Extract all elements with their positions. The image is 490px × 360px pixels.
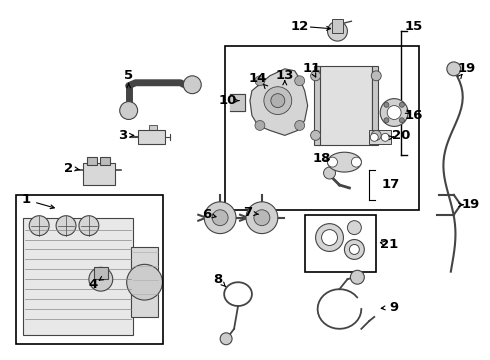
Text: 20: 20: [392, 129, 410, 142]
Text: 8: 8: [214, 273, 223, 286]
Circle shape: [255, 121, 265, 130]
Circle shape: [349, 244, 359, 255]
Circle shape: [371, 130, 381, 140]
Bar: [332, 19, 343, 33]
Circle shape: [347, 221, 361, 235]
Circle shape: [254, 210, 270, 226]
Text: 15: 15: [405, 20, 423, 33]
Text: 2: 2: [65, 162, 74, 175]
Text: 21: 21: [380, 238, 398, 251]
Circle shape: [370, 133, 378, 141]
Text: 7: 7: [244, 206, 252, 219]
Bar: [83, 163, 115, 185]
Circle shape: [79, 216, 99, 235]
Text: 14: 14: [249, 72, 267, 85]
Ellipse shape: [327, 152, 361, 172]
Bar: [94, 267, 108, 279]
Circle shape: [212, 210, 228, 226]
Text: 5: 5: [124, 69, 133, 82]
Bar: [318, 66, 372, 145]
Bar: [138, 130, 166, 144]
Bar: [369, 130, 391, 144]
Circle shape: [29, 216, 49, 235]
Text: 4: 4: [88, 278, 98, 291]
Circle shape: [321, 230, 338, 246]
Circle shape: [399, 102, 404, 107]
Text: 11: 11: [302, 62, 321, 75]
Circle shape: [271, 94, 285, 108]
Bar: [131, 247, 158, 317]
Text: 9: 9: [390, 301, 399, 314]
Circle shape: [350, 270, 365, 284]
Bar: [23, 218, 133, 335]
Circle shape: [327, 157, 338, 167]
Circle shape: [380, 99, 408, 126]
Text: 12: 12: [291, 20, 309, 33]
Text: 10: 10: [219, 94, 237, 107]
Circle shape: [294, 76, 305, 86]
Circle shape: [447, 62, 461, 76]
Circle shape: [351, 157, 361, 167]
Circle shape: [264, 87, 292, 114]
Circle shape: [311, 71, 320, 81]
Circle shape: [316, 224, 343, 251]
Circle shape: [220, 333, 232, 345]
Bar: [372, 66, 378, 145]
Polygon shape: [250, 69, 308, 135]
Circle shape: [384, 118, 389, 123]
Circle shape: [294, 121, 305, 130]
Circle shape: [381, 133, 389, 141]
Circle shape: [387, 105, 401, 120]
Circle shape: [120, 102, 138, 120]
Circle shape: [204, 202, 236, 234]
Text: 19: 19: [458, 62, 476, 75]
Bar: [100, 157, 110, 165]
Text: 13: 13: [275, 69, 294, 82]
Circle shape: [183, 76, 201, 94]
Circle shape: [327, 21, 347, 41]
Circle shape: [56, 216, 76, 235]
Circle shape: [344, 239, 365, 260]
Circle shape: [127, 264, 163, 300]
Text: 18: 18: [313, 152, 331, 165]
Circle shape: [371, 71, 381, 81]
Bar: [225, 46, 419, 210]
Text: 3: 3: [118, 129, 127, 142]
Circle shape: [255, 76, 265, 86]
Bar: [305, 215, 376, 272]
Bar: [314, 66, 319, 145]
Polygon shape: [230, 94, 245, 111]
Circle shape: [384, 102, 389, 107]
Text: 1: 1: [22, 193, 31, 206]
Circle shape: [399, 118, 404, 123]
Circle shape: [323, 167, 336, 179]
Bar: [16, 195, 164, 344]
Circle shape: [89, 267, 113, 291]
Text: 19: 19: [462, 198, 480, 211]
Text: 17: 17: [382, 179, 400, 192]
Text: 6: 6: [202, 208, 212, 221]
Bar: [87, 157, 97, 165]
Circle shape: [246, 202, 278, 234]
Circle shape: [311, 130, 320, 140]
Bar: [148, 125, 156, 131]
Text: 16: 16: [405, 109, 423, 122]
